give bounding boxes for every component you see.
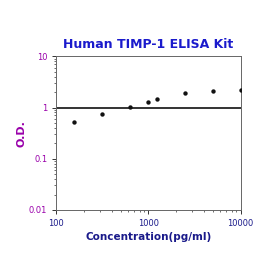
Title: Human TIMP-1 ELISA Kit: Human TIMP-1 ELISA Kit xyxy=(63,38,234,51)
Point xyxy=(100,112,104,116)
Point xyxy=(183,91,187,95)
Y-axis label: O.D.: O.D. xyxy=(16,120,26,146)
Point xyxy=(72,120,76,124)
Point xyxy=(155,97,159,101)
Point xyxy=(211,89,215,93)
Point xyxy=(128,105,132,109)
X-axis label: Concentration(pg/ml): Concentration(pg/ml) xyxy=(85,232,212,242)
Point xyxy=(146,100,151,104)
Point xyxy=(239,89,243,93)
